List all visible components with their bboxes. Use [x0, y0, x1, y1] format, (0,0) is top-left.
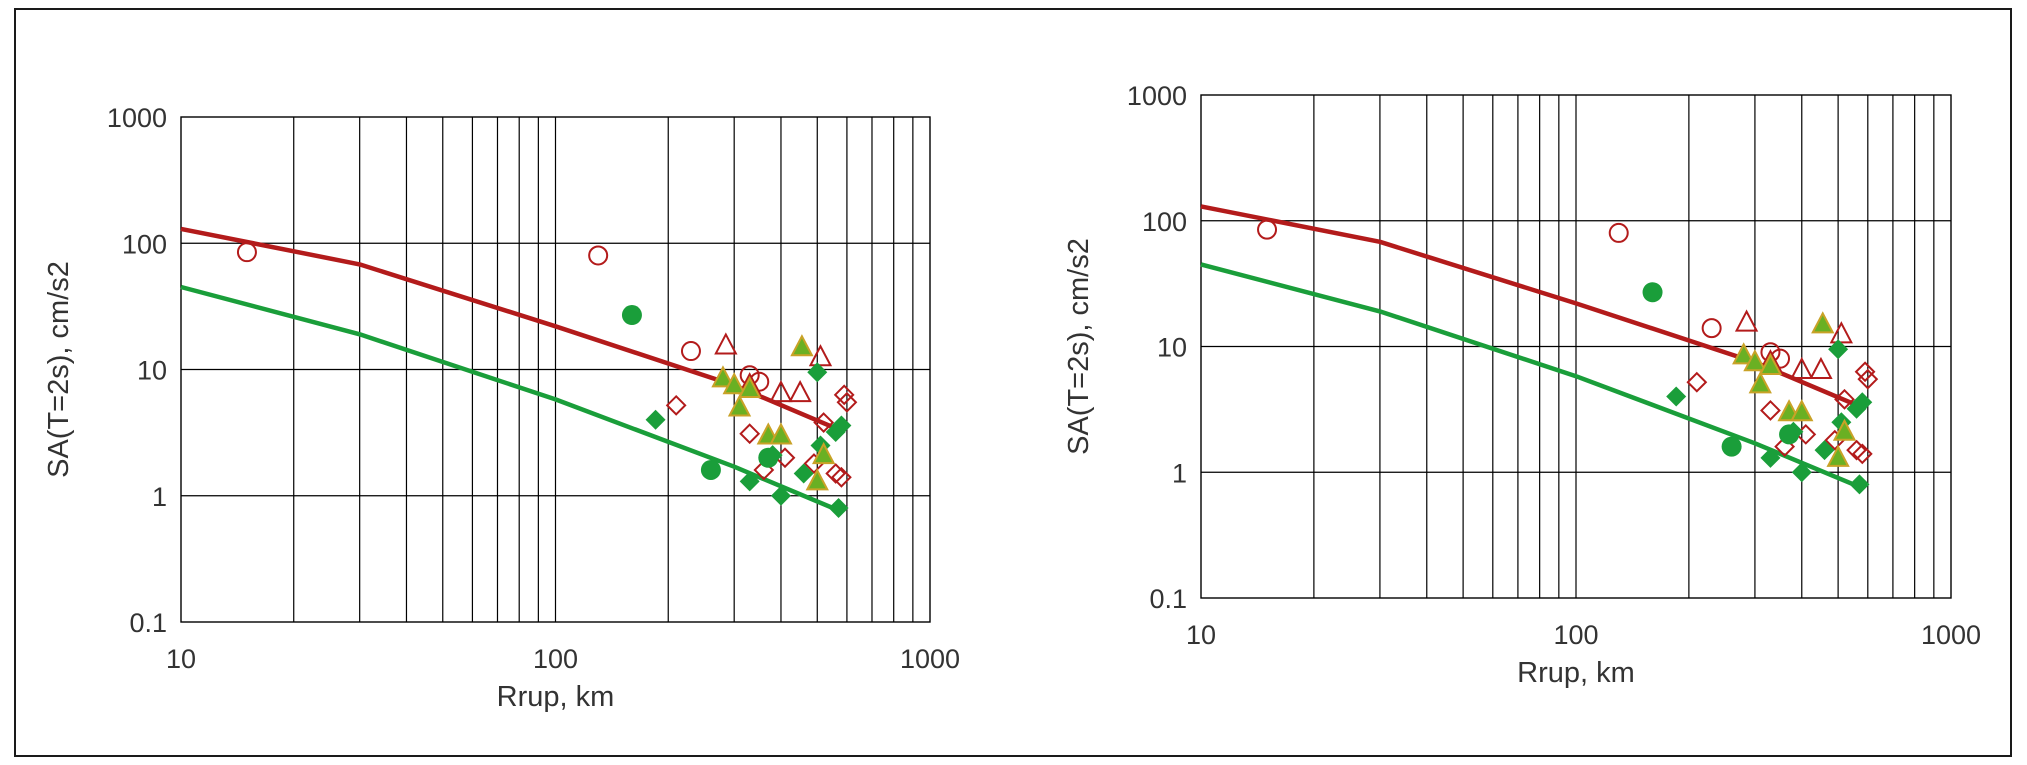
y-tick-label: 1	[1172, 458, 1187, 488]
plot-area-border	[1200, 94, 1952, 599]
figure-frame	[14, 8, 2012, 757]
green-filled-diamond-point	[739, 471, 760, 492]
red-open-diamond-point	[1760, 400, 1781, 421]
red-open-circle-point	[236, 242, 257, 263]
red-open-diamond-point	[1846, 439, 1867, 461]
red-open-diamond-point	[1851, 443, 1873, 465]
chart-panel-1: 10 100 1000 0.1 1 10 100 1000 Rrup, km SA(T=2s), …	[43, 103, 960, 713]
red-open-diamond-point	[836, 391, 858, 413]
red-open-diamond-point	[1686, 371, 1708, 393]
green-filled-diamond-point	[1760, 447, 1781, 468]
red-open-triangle-point	[1734, 309, 1759, 332]
red-open-circle-point	[1257, 219, 1278, 240]
green-filled-diamond-point	[1828, 339, 1849, 360]
red-open-circle-point	[1608, 222, 1629, 243]
red-fit-line	[1200, 204, 1855, 406]
red-open-triangle-point	[808, 344, 833, 367]
green-filled-triangle-point	[1790, 399, 1814, 422]
red-open-triangle-point	[1809, 356, 1833, 380]
x-tick-label: 10	[1186, 620, 1216, 650]
red-open-triangle-point	[714, 332, 738, 355]
green-filled-diamond-point	[1783, 421, 1804, 442]
red-open-triangle-point	[769, 379, 793, 403]
green-filled-diamond-point	[807, 362, 828, 383]
green-filled-diamond-point	[1849, 474, 1870, 495]
red-open-diamond-point	[830, 466, 852, 488]
green-filled-circle-point	[700, 459, 721, 480]
red-open-triangle-point	[1829, 321, 1853, 344]
green-filled-triangle-point	[1826, 444, 1850, 467]
red-open-diamond-point	[739, 423, 761, 445]
y-tick-label: 10	[1157, 333, 1187, 363]
green-filled-triangle-point	[1743, 349, 1767, 372]
green-filled-triangle-point	[711, 365, 735, 388]
plot-area-border	[180, 116, 931, 623]
green-filled-triangle-point	[1832, 418, 1857, 441]
green-filled-diamond-point	[831, 415, 852, 436]
green-filled-triangle-point	[1811, 311, 1835, 334]
x-axis-label: Rrup, km	[1517, 657, 1635, 689]
red-open-triangle-point	[788, 379, 812, 403]
red-fit-line	[180, 226, 834, 430]
green-filled-triangle-point	[1732, 342, 1756, 365]
green-filled-diamond-point	[793, 463, 814, 484]
green-filled-diamond-point	[1666, 386, 1687, 407]
green-filled-diamond-point	[770, 485, 791, 506]
y-tick-label: 1000	[1127, 81, 1187, 111]
green-filled-circle-point	[621, 305, 642, 326]
green-filled-triangle-point	[738, 375, 762, 399]
green-filled-diamond-point	[762, 445, 783, 466]
x-tick-label: 10	[166, 644, 196, 674]
green-filled-triangle-point	[811, 441, 836, 465]
y-tick-label: 100	[1142, 207, 1187, 237]
x-tick-label: 1000	[900, 644, 960, 674]
y-tick-label: 1	[152, 482, 167, 512]
y-axis-label: SA(T=2s), cm/s2	[43, 261, 75, 478]
green-filled-diamond-point	[1852, 392, 1873, 413]
y-tick-label: 100	[122, 229, 167, 259]
green-filled-triangle-point	[805, 468, 829, 491]
red-open-circle-point	[1701, 318, 1722, 339]
red-open-diamond-point	[813, 412, 835, 433]
x-tick-label: 100	[1553, 620, 1598, 650]
chart-panel-2: 10 100 1000 0.1 1 10 100 1000 Rrup, km SA(T=2s), …	[1063, 81, 1981, 689]
x-axis-label: Rrup, km	[497, 681, 615, 713]
red-open-diamond-point	[1857, 368, 1879, 390]
red-open-triangle-point	[1790, 356, 1814, 380]
green-filled-triangle-point	[790, 334, 814, 357]
y-tick-label: 0.1	[1149, 584, 1187, 614]
y-tick-label: 10	[137, 356, 167, 386]
x-tick-label: 100	[533, 644, 578, 674]
red-open-diamond-point	[665, 394, 687, 416]
green-fit-line	[1200, 262, 1855, 487]
green-filled-triangle-point	[727, 394, 752, 417]
green-filled-circle-point	[1721, 436, 1742, 457]
green-filled-diamond-point	[645, 409, 666, 430]
red-open-diamond-point	[1834, 388, 1855, 410]
green-filled-diamond-point	[1791, 462, 1812, 483]
red-open-circle-point	[588, 245, 609, 266]
red-open-diamond-point	[833, 384, 855, 406]
green-filled-triangle-point	[769, 422, 793, 445]
red-open-circle-point	[680, 341, 701, 362]
red-open-diamond-point	[1854, 361, 1876, 383]
y-tick-label: 0.1	[129, 608, 167, 638]
y-tick-label: 1000	[107, 103, 167, 133]
green-filled-diamond-point	[1814, 440, 1835, 461]
green-filled-triangle-point	[722, 372, 746, 395]
green-filled-circle-point	[1642, 282, 1663, 303]
x-tick-label: 1000	[1921, 620, 1981, 650]
red-open-diamond-point	[825, 463, 847, 484]
y-axis-label: SA(T=2s), cm/s2	[1063, 238, 1095, 455]
green-filled-triangle-point	[1748, 371, 1772, 394]
green-fit-line	[180, 284, 834, 511]
green-filled-diamond-point	[828, 497, 849, 518]
green-filled-triangle-point	[1758, 352, 1783, 375]
